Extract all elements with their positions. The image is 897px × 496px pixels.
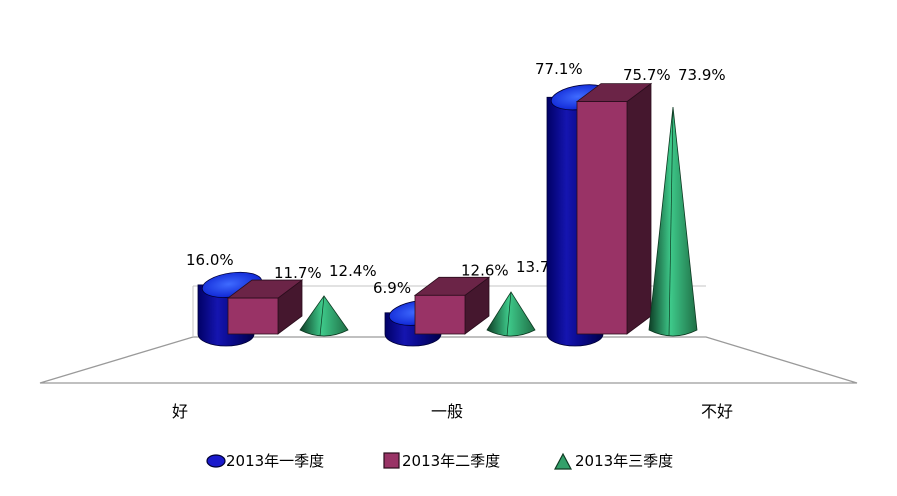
data-label-2-0: 12.4% (329, 262, 377, 280)
cone-edge (506, 291, 512, 337)
chart-legend: 2013年一季度 2013年二季度 2013年三季度 (206, 452, 673, 470)
bar-1-1 (413, 276, 491, 335)
data-label-1-0: 11.7% (274, 264, 322, 282)
legend-label-1: 2013年二季度 (402, 452, 500, 470)
cone-body (299, 295, 349, 337)
legend-swatch-0 (206, 454, 226, 468)
cone-edge (319, 295, 325, 337)
data-label-0-2: 77.1% (535, 60, 583, 78)
legend-swatch-2 (554, 452, 572, 470)
cone-body (486, 291, 536, 337)
bar-2-0 (299, 295, 349, 337)
category-label-0: 好 (172, 402, 188, 421)
bar-2-1 (486, 291, 536, 337)
cone-body (648, 107, 698, 337)
bar-2-2 (648, 107, 698, 337)
box-front (227, 297, 279, 335)
legend-label-2: 2013年三季度 (575, 452, 673, 470)
box-front (414, 294, 466, 335)
chart-marks: 16.0%11.7% 12.4%6.9%12.6% 13.7%77.1% 75.7% 7… (186, 60, 726, 347)
legend-swatch-1 (383, 452, 400, 469)
data-label-0-0: 16.0% (186, 251, 234, 269)
data-label-1-2: 75.7% (623, 66, 671, 84)
category-label-1: 一般 (431, 402, 463, 421)
legend-label-0: 2013年一季度 (226, 452, 324, 470)
data-label-2-2: 73.9% (678, 66, 726, 84)
bar-1-0 (226, 279, 304, 335)
data-label-1-1: 12.6% (461, 261, 509, 279)
category-label-2: 不好 (701, 402, 733, 421)
box-front (576, 101, 628, 335)
floor-plane (39, 336, 858, 384)
box-side (626, 82, 652, 335)
category-labels: 好 一般 不好 (172, 402, 733, 421)
data-label-0-1: 6.9% (373, 279, 411, 297)
cone-edge (668, 107, 674, 337)
bar-1-2 (575, 82, 653, 335)
